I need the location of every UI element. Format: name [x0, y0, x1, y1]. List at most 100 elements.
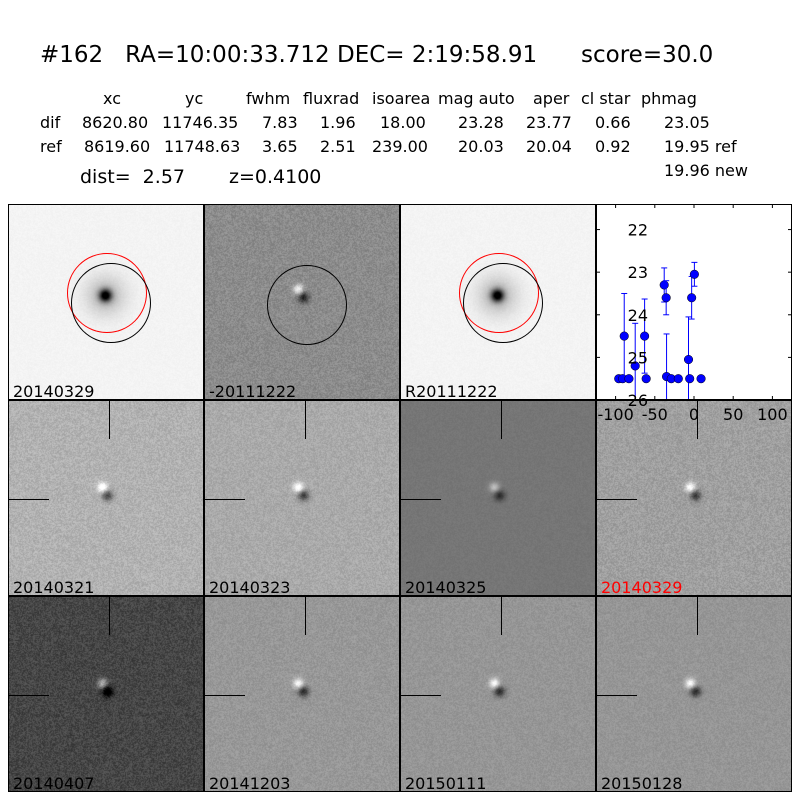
data-point	[624, 374, 634, 384]
table-cell: 11746.35	[162, 113, 239, 132]
table-cell: 19.95 ref	[664, 137, 737, 156]
crosshair-horizontal	[401, 695, 441, 696]
y-tick-label: 25	[628, 348, 648, 367]
col-header: cl star	[581, 89, 631, 108]
phmag-new: 19.96 new	[664, 161, 748, 180]
image-stamp: 20140325	[400, 400, 596, 596]
crosshair-vertical	[697, 597, 698, 635]
image-stamp: 20150111	[400, 596, 596, 792]
table-cell: 18.00	[380, 113, 426, 132]
table-cell: 8620.80	[82, 113, 149, 132]
table-cell: 3.65	[262, 137, 298, 156]
ra: RA=10:00:33.712	[125, 42, 330, 68]
crosshair-vertical	[305, 597, 306, 635]
row-label: ref	[40, 137, 62, 156]
data-point	[640, 331, 650, 341]
data-point	[689, 269, 699, 279]
table-cell: 23.77	[526, 113, 572, 132]
stamp-image	[9, 401, 203, 595]
row-label: dif	[40, 113, 61, 132]
data-point	[630, 361, 640, 371]
stamp-date-label: 20141203	[209, 774, 291, 792]
stamp-date-label: 20140321	[13, 578, 95, 596]
x-tick-label: 100	[757, 405, 788, 424]
crosshair-vertical	[501, 597, 502, 635]
image-stamp: 20150128	[596, 596, 792, 792]
x-tick-label: -100	[597, 405, 633, 424]
crosshair-horizontal	[597, 499, 637, 500]
table-cell: 20.03	[458, 137, 504, 156]
col-header: mag auto	[438, 89, 515, 108]
plot-background	[596, 204, 792, 400]
dec: DEC= 2:19:58.91	[337, 42, 538, 68]
stamp-date-label: 20140323	[209, 578, 291, 596]
x-tick-label: -50	[642, 405, 668, 424]
table-cell: 0.92	[595, 137, 631, 156]
detection-circle	[267, 265, 347, 345]
stamp-image	[401, 597, 595, 791]
detection-circle	[463, 263, 543, 343]
crosshair-horizontal	[9, 499, 49, 500]
stamp-image	[401, 401, 595, 595]
crosshair-horizontal	[597, 695, 637, 696]
data-point	[683, 354, 694, 365]
data-point	[696, 374, 706, 384]
crosshair-horizontal	[401, 499, 441, 500]
crosshair-horizontal	[9, 695, 49, 696]
score: score=30.0	[581, 42, 714, 68]
stamp-date-label: 20140407	[13, 774, 95, 792]
y-tick-label: 23	[628, 263, 648, 282]
stamp-image	[205, 597, 399, 791]
image-stamp: -20111222	[204, 204, 400, 400]
crosshair-vertical	[109, 597, 110, 635]
col-header: aper	[533, 89, 570, 108]
title: #162 RA=10:00:33.712 DEC= 2:19:58.91 sco…	[40, 42, 713, 68]
col-header: yc	[185, 89, 204, 108]
data-point	[641, 374, 651, 384]
crosshair-vertical	[305, 401, 306, 439]
table-cell: 239.00	[372, 137, 428, 156]
light-curve-plot: 22 23 24 25 26-100 -50 0 50 100	[596, 204, 792, 424]
stamp-image	[205, 401, 399, 595]
stamp-image	[9, 597, 203, 791]
y-tick-label: 22	[628, 221, 648, 240]
table-cell: 2.51	[320, 137, 356, 156]
table-cell: 23.28	[458, 113, 504, 132]
crosshair-horizontal	[205, 499, 245, 500]
crosshair-vertical	[697, 401, 698, 439]
y-tick-label: 24	[628, 306, 648, 325]
table-cell: 1.96	[320, 113, 356, 132]
candidate-id: #162	[40, 42, 104, 68]
col-header: xc	[103, 89, 121, 108]
x-tick-label: 0	[689, 405, 699, 424]
stamp-date-label: 20140329	[601, 578, 683, 596]
stamp-date-label: 20150128	[601, 774, 683, 792]
crosshair-horizontal	[205, 695, 245, 696]
image-stamp: 20140407	[8, 596, 204, 792]
data-point	[685, 374, 695, 384]
table-cell: 20.04	[526, 137, 572, 156]
table-cell: 8619.60	[84, 137, 151, 156]
table-cell: 23.05	[664, 113, 710, 132]
redshift: z=0.4100	[229, 166, 322, 188]
table-cell: 11748.63	[164, 137, 241, 156]
stamp-date-label: 20140325	[405, 578, 487, 596]
data-point	[673, 374, 683, 384]
x-tick-label: 50	[723, 405, 743, 424]
image-stamp: 20140321	[8, 400, 204, 596]
stamp-date-label: -20111222	[209, 382, 297, 400]
y-tick-label: 26	[628, 391, 648, 410]
image-stamp: 20141203	[204, 596, 400, 792]
detection-circle	[71, 263, 151, 343]
data-point	[687, 293, 697, 303]
data-point	[659, 280, 669, 290]
table-cell: 7.83	[262, 113, 298, 132]
stamp-date-label: 20140329	[13, 382, 95, 400]
data-point	[619, 331, 629, 341]
table-cell: 0.66	[595, 113, 631, 132]
image-stamp: 20140329	[8, 204, 204, 400]
stamp-image	[597, 597, 791, 791]
dist: dist= 2.57	[80, 166, 185, 188]
image-stamp: R20111222	[400, 204, 596, 400]
stamp-image	[597, 401, 791, 595]
